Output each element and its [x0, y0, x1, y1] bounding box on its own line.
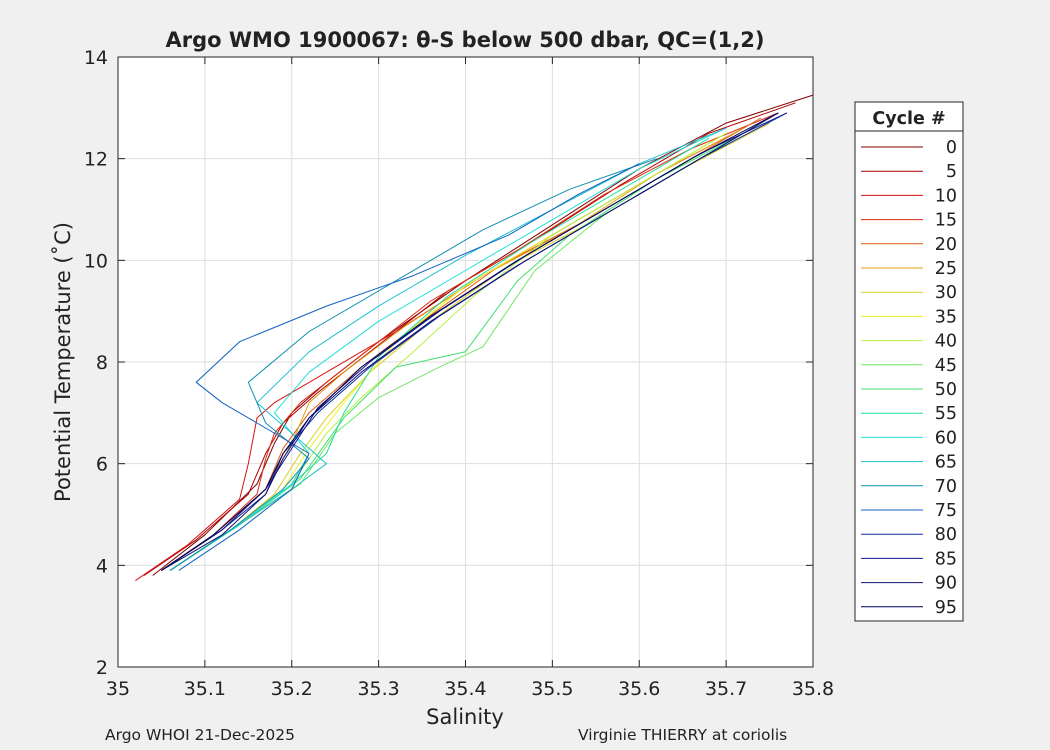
x-tick-label: 35.5 [531, 678, 573, 700]
x-tick-label: 35 [106, 678, 130, 700]
y-tick-label: 10 [84, 250, 108, 272]
legend-label: 70 [935, 477, 957, 497]
legend: Cycle #0 5 10 15 20 25 30 35 40 45 50 55 60 65 70 75 80 8… [854, 101, 964, 622]
series-line-cycle-50 [169, 132, 744, 571]
y-tick-label: 12 [84, 149, 108, 171]
legend-label: 60 [935, 428, 957, 448]
series-line-cycle-90 [161, 112, 779, 571]
legend-label: 25 [935, 259, 957, 279]
legend-label: 95 [935, 598, 957, 618]
legend-label: 90 [935, 574, 957, 594]
x-tick-label: 35.1 [184, 678, 226, 700]
legend-label: 5 [946, 162, 957, 182]
legend-label: 85 [935, 549, 957, 569]
x-tick-label: 35.8 [792, 678, 834, 700]
series-line-cycle-65 [169, 127, 727, 571]
y-tick-label: 2 [96, 657, 108, 679]
series-layer [135, 94, 814, 582]
legend-label: 75 [935, 501, 957, 521]
y-tick-label: 6 [96, 454, 108, 476]
x-tick-label: 35.2 [271, 678, 313, 700]
y-tick-label: 4 [96, 555, 108, 577]
legend-label: 40 [935, 332, 957, 352]
legend-label: 15 [935, 211, 957, 231]
x-tick-label: 35.6 [618, 678, 660, 700]
series-line-cycle-75 [178, 163, 640, 571]
y-tick-label: 14 [84, 47, 108, 69]
legend-label: 30 [935, 283, 957, 303]
y-tick-label: 8 [96, 352, 108, 374]
x-axis-label: Salinity [426, 705, 504, 729]
axis-ticks: 35 35.1 35.2 35.3 35.4 35.5 35.6 35.7 35.8 2 4 6 8 10… [84, 47, 834, 700]
legend-label: 80 [935, 525, 957, 545]
x-tick-label: 35.4 [444, 678, 486, 700]
legend-label: 45 [935, 356, 957, 376]
chart-title: Argo WMO 1900067: θ-S below 500 dbar, QC… [166, 28, 765, 52]
legend-label: 20 [935, 235, 957, 255]
legend-label: 55 [935, 404, 957, 424]
series-line-cycle-95 [161, 112, 779, 571]
legend-label: 50 [935, 380, 957, 400]
footer-left: Argo WHOI 21-Dec-2025 [105, 726, 295, 744]
legend-label: 35 [935, 307, 957, 327]
legend-title: Cycle # [872, 109, 945, 129]
series-line-cycle-60 [169, 127, 727, 571]
footer-right: Virginie THIERRY at coriolis [578, 726, 787, 744]
x-tick-label: 35.3 [357, 678, 399, 700]
legend-label: 65 [935, 453, 957, 473]
legend-label: 10 [935, 186, 957, 206]
x-tick-label: 35.7 [705, 678, 747, 700]
series-line-cycle-70 [169, 158, 657, 571]
series-line-cycle-15 [161, 112, 779, 571]
y-axis-label: Potential Temperature (˚C) [51, 222, 75, 502]
legend-label: 0 [946, 138, 957, 158]
